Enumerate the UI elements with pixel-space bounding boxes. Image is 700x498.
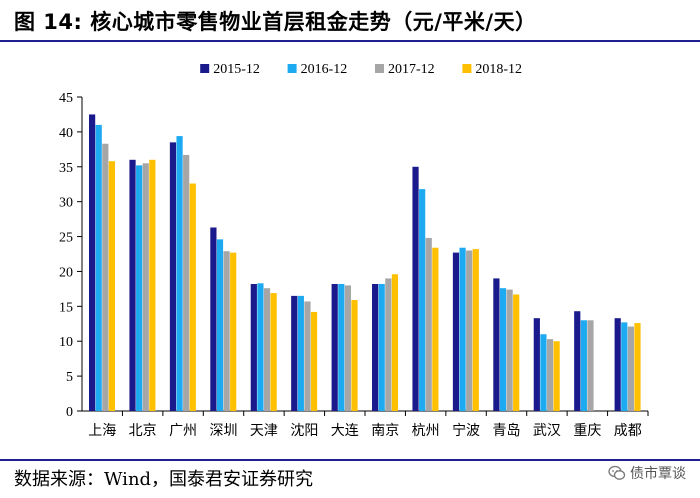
bar-2015-12 <box>89 114 96 411</box>
bar-2018-12 <box>634 323 641 411</box>
bar-2017-12 <box>466 250 473 411</box>
y-tick-label: 35 <box>59 161 73 176</box>
x-tick-label: 武汉 <box>533 423 561 439</box>
x-tick-label: 上海 <box>88 423 116 439</box>
footer-rule <box>0 459 700 461</box>
y-tick-label: 15 <box>59 300 73 315</box>
y-tick-label: 25 <box>59 231 73 246</box>
bars <box>89 114 641 412</box>
bar-2015-12 <box>372 284 379 411</box>
bar-2017-12 <box>587 320 594 411</box>
bar-2018-12 <box>310 311 318 411</box>
bar-2016-12 <box>176 136 183 411</box>
y-tick-label: 5 <box>66 370 73 385</box>
bar-2017-12 <box>102 143 109 412</box>
bar-2016-12 <box>419 189 426 411</box>
bar-2017-12 <box>304 301 311 411</box>
y-axis: 0 5 10 15 20 25 30 35 40 45 <box>59 91 83 420</box>
bar-2018-12 <box>391 274 399 411</box>
x-tick-label: 杭州 <box>412 423 440 439</box>
bar-2015-12 <box>412 166 419 411</box>
legend-label: 2018-12 <box>475 62 522 77</box>
bar-2015-12 <box>533 318 540 411</box>
bar-2017-12 <box>142 163 149 411</box>
bar-2015-12 <box>452 252 460 411</box>
x-tick-label: 广州 <box>169 423 197 439</box>
bar-2017-12 <box>183 154 190 411</box>
legend-swatch-2017-12 <box>375 64 384 73</box>
y-tick-label: 40 <box>59 126 73 141</box>
bar-2018-12 <box>270 293 277 411</box>
legend-swatch-2016-12 <box>287 64 297 73</box>
bar-2015-12 <box>614 318 621 411</box>
bar-2015-12 <box>129 159 136 411</box>
bar-2018-12 <box>189 183 196 411</box>
legend-label: 2017-12 <box>388 62 435 77</box>
bar-2017-12 <box>385 278 392 411</box>
bar-2016-12 <box>338 284 345 411</box>
bar-2017-12 <box>546 339 554 411</box>
bar-2015-12 <box>331 284 338 411</box>
x-tick-label: 天津 <box>250 423 278 439</box>
bar-2017-12 <box>344 285 351 411</box>
bar-2016-12 <box>621 322 628 411</box>
bar-2016-12 <box>540 334 547 411</box>
bar-2015-12 <box>250 284 257 411</box>
x-tick-label: 深圳 <box>210 423 238 439</box>
bar-2015-12 <box>169 142 177 411</box>
legend-label: 2016-12 <box>301 62 348 77</box>
chart-title: 图 14: 核心城市零售物业首层租金走势（元/平米/天） <box>14 10 537 34</box>
bar-2016-12 <box>95 124 102 412</box>
bar-2017-12 <box>627 326 634 411</box>
bar-2017-12 <box>506 289 513 411</box>
bar-2017-12 <box>425 237 432 411</box>
x-tick-label: 大连 <box>331 423 359 439</box>
x-axis: 上海 北京 广州 深圳 天津 沈阳 大连 南京 杭州 宁波 青岛 武汉 重庆 成都 <box>82 410 649 439</box>
bar-2018-12 <box>472 249 479 411</box>
bar-2018-12 <box>351 300 358 411</box>
x-tick-label: 北京 <box>129 423 157 439</box>
bar-2015-12 <box>210 227 217 411</box>
title-rule <box>0 40 700 42</box>
bar-2018-12 <box>108 161 116 411</box>
x-tick-label: 宁波 <box>452 422 480 439</box>
x-tick-label: 沈阳 <box>290 423 318 439</box>
bar-2016-12 <box>297 295 304 411</box>
source-note: 数据来源：Wind，国泰君安证券研究 <box>14 469 314 490</box>
bar-2016-12 <box>580 320 587 411</box>
legend-label: 2015-12 <box>213 62 260 77</box>
legend: 2015-12 2016-12 2017-12 2018-12 <box>200 62 522 77</box>
x-tick-label: 成都 <box>614 423 642 439</box>
bar-2016-12 <box>257 283 264 411</box>
bar-2016-12 <box>378 284 385 411</box>
bar-2016-12 <box>136 165 143 411</box>
y-tick-label: 0 <box>66 405 73 420</box>
x-tick-label: 南京 <box>371 423 399 439</box>
bar-2018-12 <box>149 159 156 411</box>
watermark: 债市覃谈 <box>608 463 686 483</box>
bar-2018-12 <box>513 294 520 411</box>
legend-swatch-2018-12 <box>462 64 472 73</box>
y-tick-label: 30 <box>59 196 73 211</box>
bar-2016-12 <box>459 247 466 411</box>
y-tick-label: 10 <box>59 335 73 350</box>
bar-2015-12 <box>493 278 500 411</box>
legend-swatch-2015-12 <box>200 64 210 73</box>
bar-2015-12 <box>291 295 298 411</box>
x-tick-label: 青岛 <box>493 423 521 439</box>
bar-2017-12 <box>223 251 230 411</box>
bar-2016-12 <box>216 239 224 411</box>
y-tick-label: 45 <box>59 91 73 106</box>
bar-2015-12 <box>574 311 581 411</box>
bar-2018-12 <box>553 341 560 411</box>
x-tick-label: 重庆 <box>573 423 601 439</box>
y-tick-label: 20 <box>59 265 73 280</box>
bar-2016-12 <box>499 288 507 411</box>
bar-2018-12 <box>432 247 439 411</box>
watermark-text: 债市覃谈 <box>630 466 686 482</box>
bar-2017-12 <box>263 288 271 411</box>
bar-2018-12 <box>230 252 237 411</box>
wechat-icon <box>608 465 626 480</box>
